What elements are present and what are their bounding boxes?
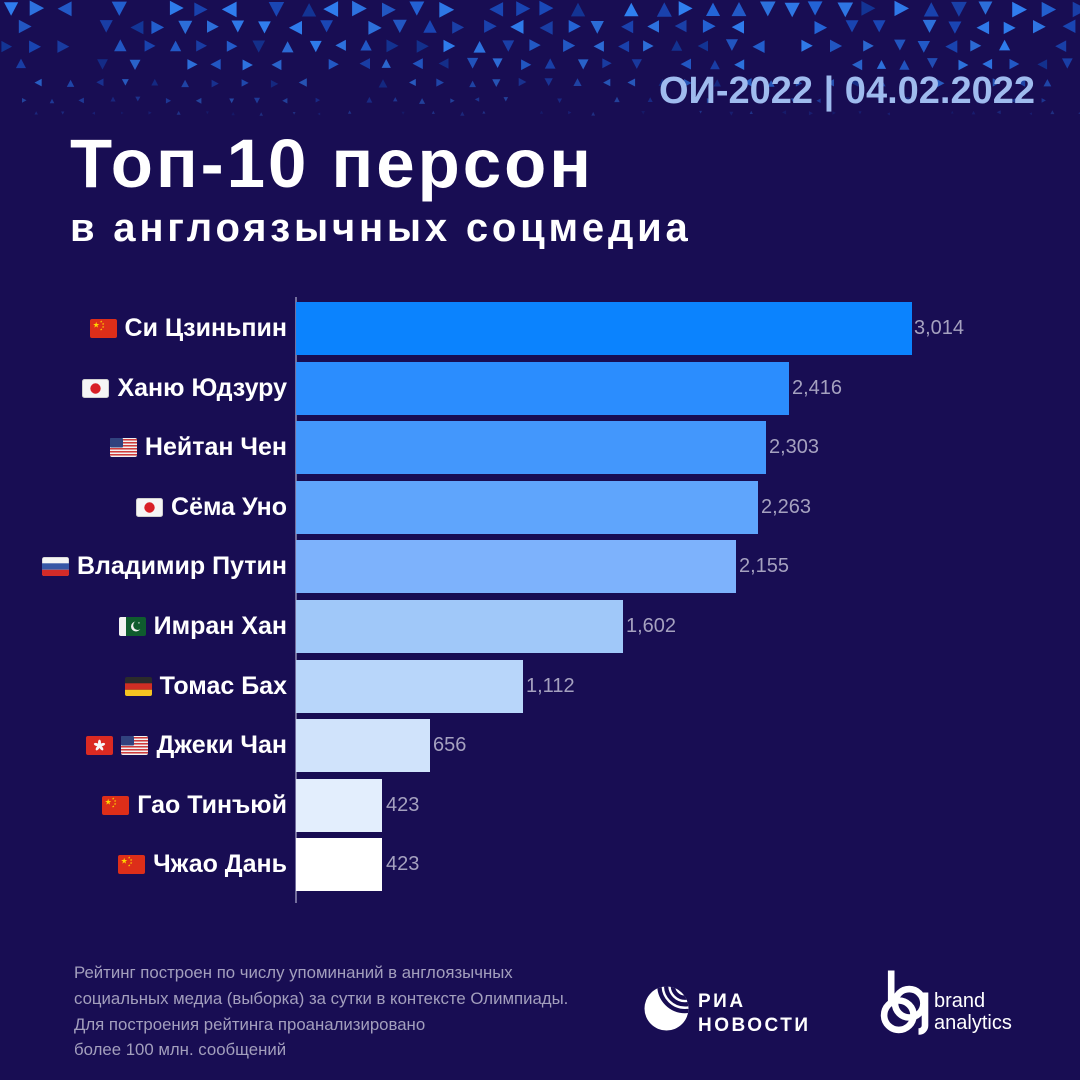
svg-text:brand: brand <box>934 990 985 1012</box>
svg-text:analytics: analytics <box>934 1012 1012 1034</box>
svg-text:РИА: РИА <box>698 991 746 1012</box>
svg-text:НОВОСТИ: НОВОСТИ <box>698 1015 811 1036</box>
